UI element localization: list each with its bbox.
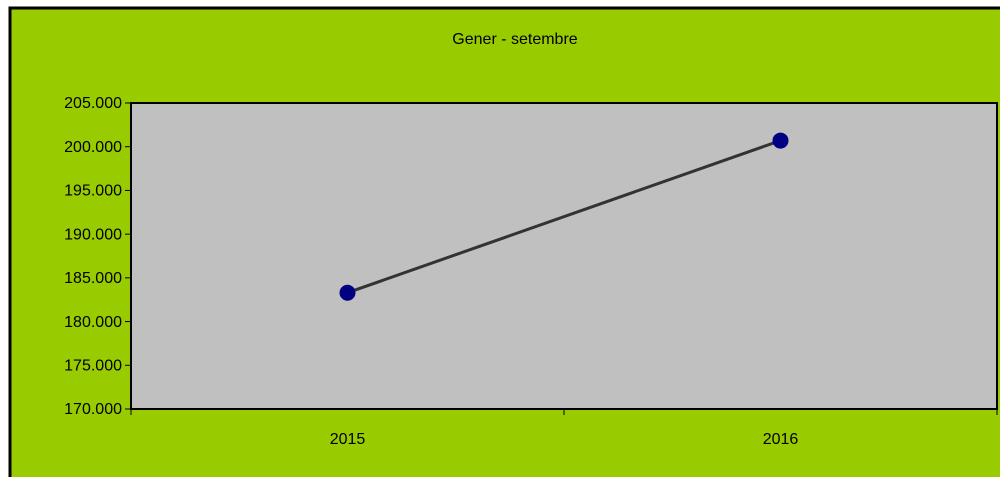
data-point bbox=[339, 284, 356, 301]
y-tick-label: 190.000 bbox=[64, 226, 122, 243]
y-tick-label: 175.000 bbox=[64, 358, 122, 375]
y-tick-label: 170.000 bbox=[64, 401, 122, 418]
x-tick-label: 2016 bbox=[763, 431, 799, 448]
x-tick-label: 2015 bbox=[330, 431, 366, 448]
y-tick-label: 195.000 bbox=[64, 183, 122, 200]
chart-title: Gener - setembre bbox=[452, 31, 577, 48]
y-tick-label: 180.000 bbox=[64, 314, 122, 331]
plot-area bbox=[130, 102, 998, 410]
y-tick-label: 205.000 bbox=[64, 95, 122, 112]
data-point bbox=[772, 132, 789, 149]
y-tick-label: 185.000 bbox=[64, 270, 122, 287]
data-line bbox=[347, 139, 781, 295]
y-tick-label: 200.000 bbox=[64, 139, 122, 156]
